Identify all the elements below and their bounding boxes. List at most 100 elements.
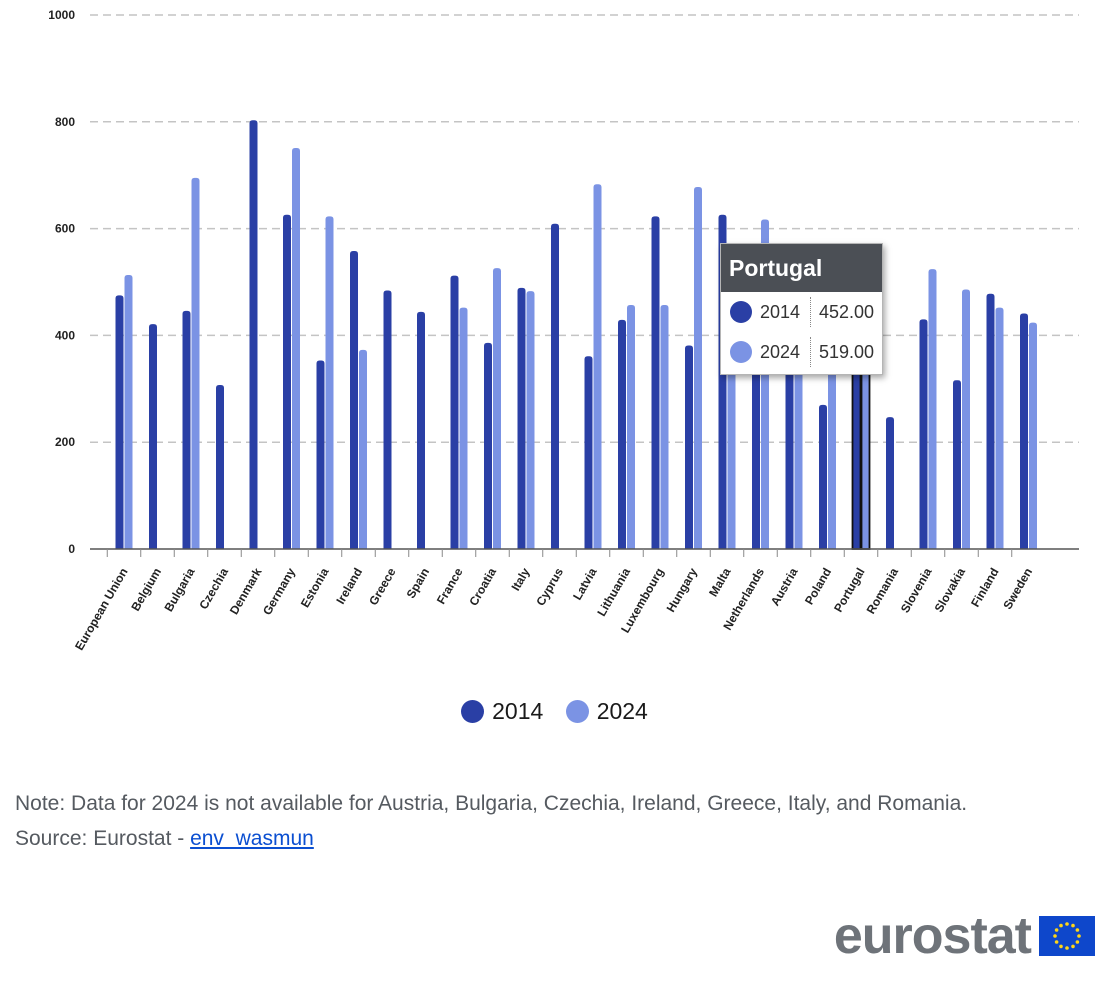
x-tick-label: Czechia	[196, 565, 231, 612]
bar-2014-hungary[interactable]	[685, 345, 693, 549]
x-tick-label: Ireland	[333, 566, 365, 607]
bar-2014-romania[interactable]	[886, 417, 894, 549]
bar-2014-belgium[interactable]	[149, 324, 157, 549]
x-tick-label: Latvia	[570, 565, 600, 602]
bar-2014-denmark[interactable]	[249, 120, 258, 549]
y-tick-label: 600	[55, 222, 75, 236]
bar-2024-slovenia[interactable]	[928, 269, 937, 549]
tooltip-value: 452.00	[810, 297, 874, 327]
x-tick-label: Finland	[968, 566, 1001, 610]
flag-star	[1071, 944, 1075, 949]
legend-item-2024[interactable]: 2024	[565, 698, 648, 725]
y-axis: 1000 800 600 400 200 0	[48, 8, 75, 556]
chart-note: Note: Data for 2024 is not available for…	[15, 786, 1075, 856]
tooltip-dot-2024	[730, 341, 752, 363]
bar-2014-germany[interactable]	[283, 214, 291, 549]
bar-2024-slovakia[interactable]	[962, 289, 970, 549]
note-text: Note: Data for 2024 is not available for…	[15, 792, 968, 815]
x-tick-label: Denmark	[227, 565, 265, 617]
bar-2024-luxembourg[interactable]	[660, 304, 669, 549]
legend-label-2024: 2024	[596, 698, 648, 724]
bar-2014-luxembourg[interactable]	[651, 216, 660, 549]
x-tick-label: Romania	[864, 565, 902, 616]
bar-2014-croatia[interactable]	[484, 342, 492, 549]
x-tick-label: Spain	[404, 566, 432, 601]
flag-star	[1053, 934, 1057, 938]
flag-star	[1075, 940, 1080, 944]
tooltip-dot-2014	[730, 301, 752, 323]
flag-star	[1077, 934, 1081, 938]
bar-2014-greece[interactable]	[383, 290, 392, 549]
tooltip: Portugal 2014 452.00 2024 519.00	[720, 243, 883, 375]
x-axis: European UnionBelgiumBulgariaCzechiaDenm…	[72, 548, 1079, 653]
bar-2024-finland[interactable]	[995, 307, 1004, 549]
bar-2024-malta[interactable]	[727, 366, 736, 549]
tooltip-row-2024: 2024 519.00	[721, 332, 882, 372]
bar-2014-cyprus[interactable]	[551, 223, 559, 549]
bar-2014-slovenia[interactable]	[919, 319, 928, 549]
chart-legend: 2014 2024	[0, 698, 1109, 729]
bar-2014-latvia[interactable]	[584, 356, 593, 549]
bar-2024-germany[interactable]	[292, 147, 300, 549]
gridlines	[90, 14, 1079, 443]
bar-2014-bulgaria[interactable]	[182, 310, 191, 549]
tooltip-year: 2014	[760, 301, 801, 322]
legend-dot-2024	[565, 700, 589, 723]
legend-dot-2014	[461, 700, 485, 723]
x-tick-label: Belgium	[128, 566, 164, 614]
x-tick-label: Slovenia	[898, 565, 935, 615]
x-tick-label: Poland	[802, 566, 834, 608]
flag-star	[1065, 946, 1069, 950]
bar-2014-poland[interactable]	[819, 404, 827, 549]
flag-star	[1075, 928, 1080, 932]
bar-2024-latvia[interactable]	[593, 184, 602, 549]
bar-2024-hungary[interactable]	[694, 186, 702, 549]
bar-2014-european-union[interactable]	[115, 295, 124, 549]
bar-2024-sweden[interactable]	[1029, 322, 1037, 549]
bar-2014-sweden[interactable]	[1020, 313, 1028, 549]
bar-2024-austria[interactable]	[794, 358, 803, 549]
x-tick-label: France	[434, 565, 466, 606]
bar-2024-estonia[interactable]	[325, 216, 334, 549]
y-tick-label: 200	[55, 435, 75, 449]
source-link[interactable]: env_wasmun	[190, 827, 314, 850]
bar-2024-lithuania[interactable]	[627, 304, 635, 549]
x-tick-label: Estonia	[298, 565, 332, 610]
bar-2014-finland[interactable]	[986, 293, 995, 549]
bar-2024-italy[interactable]	[526, 291, 535, 549]
bar-2014-ireland[interactable]	[350, 251, 358, 549]
x-tick-label: Hungary	[664, 565, 701, 614]
bars[interactable]	[115, 120, 1038, 550]
y-tick-label: 0	[68, 542, 75, 556]
bar-2014-spain[interactable]	[417, 311, 425, 549]
source-line: Source: Eurostat - env_wasmun	[15, 821, 1075, 856]
eurostat-logo: eurostat	[834, 910, 1095, 962]
bar-2024-european-union[interactable]	[124, 275, 133, 549]
bar-2024-ireland[interactable]	[359, 349, 367, 549]
bar-2014-estonia[interactable]	[316, 360, 325, 549]
tooltip-title: Portugal	[721, 244, 882, 292]
x-tick-label: Malta	[706, 565, 734, 599]
x-tick-label: Bulgaria	[161, 565, 197, 614]
flag-star	[1065, 922, 1069, 926]
legend-item-2014[interactable]: 2014	[461, 698, 543, 725]
bar-2014-italy[interactable]	[517, 287, 526, 549]
y-tick-label: 1000	[48, 8, 75, 22]
bar-2024-poland[interactable]	[828, 358, 836, 549]
bar-2024-bulgaria[interactable]	[191, 177, 200, 549]
source-prefix: Source: Eurostat -	[15, 827, 191, 850]
bar-2014-netherlands[interactable]	[752, 343, 760, 549]
x-tick-label: Italy	[508, 565, 532, 593]
bar-2024-croatia[interactable]	[493, 268, 501, 549]
bar-2014-austria[interactable]	[785, 363, 794, 549]
bar-2024-france[interactable]	[459, 307, 468, 549]
logo-text: eurostat	[833, 907, 1032, 965]
x-tick-label: European Union	[72, 566, 130, 653]
bar-2014-slovakia[interactable]	[953, 380, 961, 549]
bar-2014-france[interactable]	[450, 275, 459, 549]
bar-2014-lithuania[interactable]	[618, 319, 626, 549]
flag-star	[1059, 923, 1063, 928]
x-tick-label: Cyprus	[533, 565, 566, 608]
flag-star	[1054, 940, 1059, 944]
bar-2014-czechia[interactable]	[216, 385, 224, 549]
